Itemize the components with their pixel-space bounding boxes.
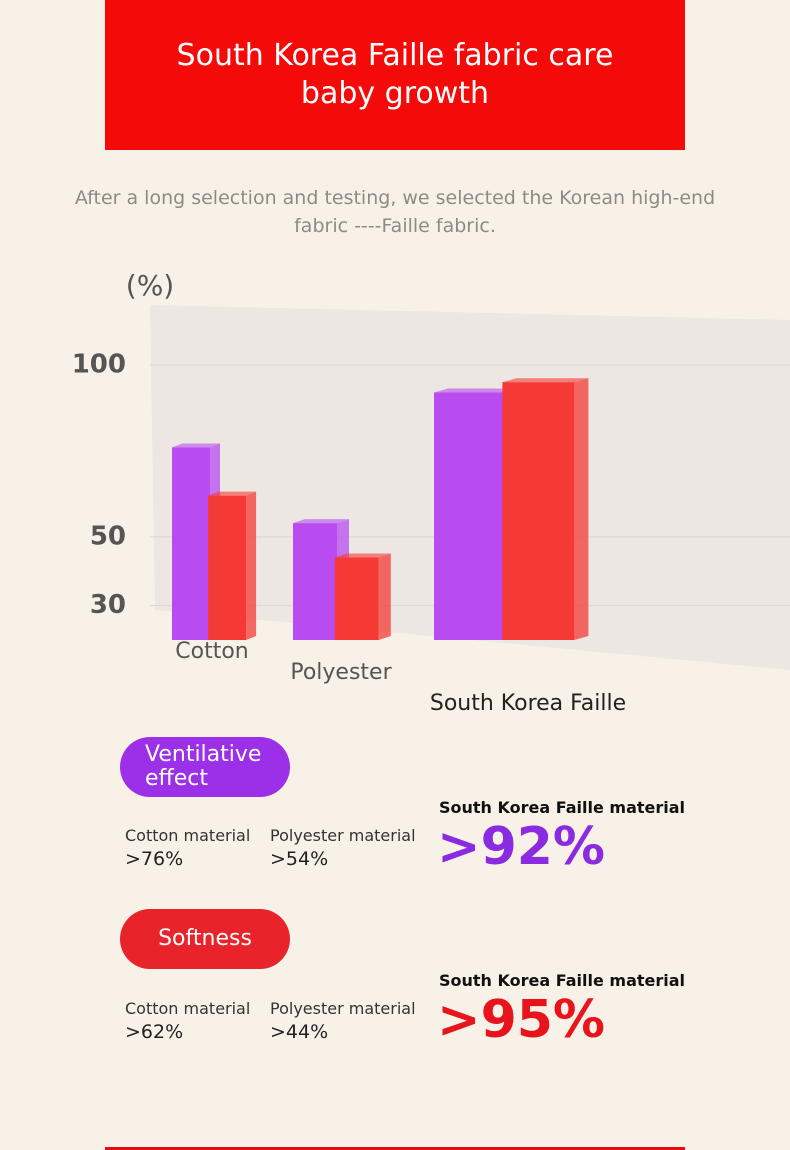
- y-axis-label: (%): [126, 269, 174, 302]
- y-tick-label: 100: [72, 350, 126, 380]
- highlight-label: South Korea Faille material: [439, 798, 686, 817]
- bar: [293, 523, 337, 640]
- legend-pill: Ventilative effect: [120, 737, 290, 797]
- value-label: >44%: [270, 1021, 329, 1043]
- bar-side: [378, 553, 391, 640]
- x-tick-label: Polyester: [290, 660, 392, 685]
- legend-label: Softness: [158, 926, 252, 951]
- x-tick-label: South Korea Faille: [430, 691, 626, 716]
- bar-top: [172, 443, 220, 448]
- highlight-label: South Korea Faille material: [439, 971, 686, 990]
- bar: [334, 557, 379, 640]
- header: South Korea Faille fabric care baby grow…: [105, 0, 685, 150]
- x-tick-label: Cotton: [175, 639, 248, 664]
- material-label: Cotton material: [125, 999, 251, 1018]
- bar: [208, 495, 247, 640]
- y-tick-label: 50: [90, 521, 126, 551]
- value-label: >54%: [270, 848, 329, 870]
- bar-top: [293, 519, 349, 524]
- highlight-value: >95%: [437, 990, 606, 1050]
- material-label: Polyester material: [270, 999, 416, 1018]
- title: South Korea Faille fabric care baby grow…: [176, 38, 614, 111]
- y-tick-label: 30: [90, 590, 126, 620]
- bar-top: [208, 491, 257, 496]
- bar-side: [246, 491, 257, 640]
- material-label: Polyester material: [270, 826, 416, 845]
- bar-top: [434, 388, 520, 393]
- bar-side: [574, 378, 589, 640]
- material-label: Cotton material: [125, 826, 251, 845]
- bar: [434, 392, 506, 640]
- legend-pill: Softness: [120, 909, 290, 969]
- legend-label: Ventilative effect: [145, 742, 262, 791]
- value-label: >62%: [125, 1021, 184, 1043]
- bar: [502, 382, 575, 640]
- subtitle: After a long selection and testing, we s…: [74, 187, 716, 237]
- bar-top: [502, 378, 589, 383]
- value-label: >76%: [125, 848, 184, 870]
- highlight-value: >92%: [437, 817, 606, 877]
- bar-top: [334, 553, 391, 558]
- bar: [172, 447, 210, 640]
- chart: (%) 30 50 100 Cotton Polyester South Korea Fa…: [72, 269, 790, 716]
- divider: [105, 1147, 685, 1150]
